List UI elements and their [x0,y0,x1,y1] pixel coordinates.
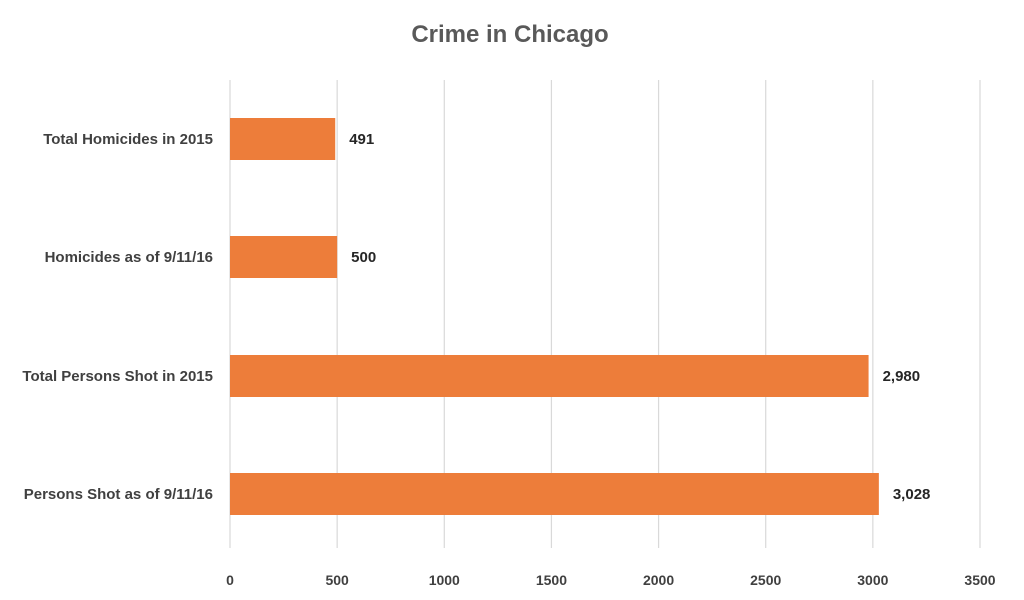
x-tick-label-0: 0 [226,572,234,588]
bar-2 [230,236,338,278]
chart-title: Crime in Chicago [411,21,608,48]
x-tick-label-3000: 3000 [857,572,888,588]
x-tick-label-500: 500 [325,572,349,588]
bars [230,118,879,515]
bar-3 [230,355,869,397]
bar-4 [230,473,879,515]
data-label-3: 2,980 [883,368,921,385]
x-tick-label-3500: 3500 [964,572,995,588]
data-label-1: 491 [349,131,374,148]
x-axis-tick-labels: 0 500 1000 1500 2000 2500 3000 3500 [226,572,996,588]
category-labels: Total Homicides in 2015 Homicides as of 9… [22,131,213,503]
data-label-4: 3,028 [893,486,931,503]
category-label-3: Total Persons Shot in 2015 [22,368,213,385]
category-label-4: Persons Shot as of 9/11/16 [24,486,213,503]
grid-lines [229,80,981,548]
x-tick-label-2000: 2000 [643,572,674,588]
bar-1 [230,118,336,160]
x-tick-label-2500: 2500 [750,572,781,588]
data-labels: 491 500 2,980 3,028 [349,131,930,503]
data-label-2: 500 [351,249,376,266]
x-tick-label-1000: 1000 [429,572,460,588]
category-label-2: Homicides as of 9/11/16 [45,249,213,266]
category-label-1: Total Homicides in 2015 [43,131,213,148]
x-tick-label-1500: 1500 [536,572,567,588]
